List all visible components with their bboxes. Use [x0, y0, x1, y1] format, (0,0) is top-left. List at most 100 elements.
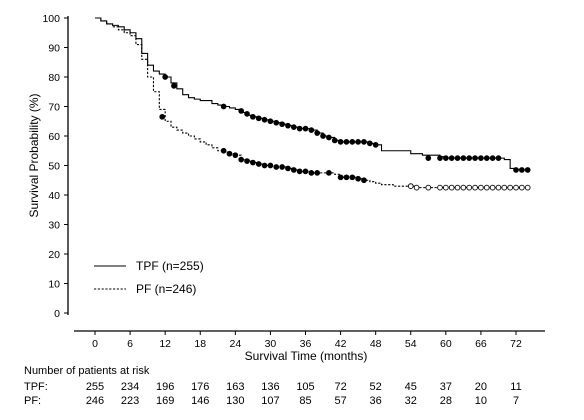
- tpf-censor-mark: [290, 124, 297, 131]
- pf-censor-mark: [290, 167, 297, 173]
- pf-censor-mark: [302, 168, 309, 175]
- tpf-censor-mark: [425, 155, 432, 161]
- risk-table-title: Number of patients at risk: [24, 365, 150, 377]
- tpf-censor-mark: [442, 155, 449, 161]
- tpf-curve: [95, 17, 528, 171]
- tpf-censor-mark: [478, 155, 484, 161]
- risk-cell: 11: [510, 381, 521, 393]
- x-tick-label: 60: [440, 338, 452, 350]
- risk-cell: 72: [334, 381, 346, 393]
- y-axis-title: Survival Probability (%): [27, 93, 41, 217]
- pf-censor-mark: [159, 113, 166, 120]
- risk-cell: 28: [440, 395, 452, 407]
- y-tick-label: 50: [48, 160, 60, 172]
- pf-censor-mark: [361, 177, 367, 184]
- axes: 0 10 20 30 40 50 60 70 80 90 100 0 6 12 18 24 30 36 42 48 54…: [27, 13, 545, 363]
- pf-censor-mark: [524, 184, 531, 191]
- risk-cell: 163: [226, 381, 244, 393]
- x-tick-label: 24: [229, 338, 241, 350]
- pf-censor-mark: [343, 174, 350, 181]
- pf-censor-mark: [273, 164, 280, 170]
- tpf-censor-mark: [448, 155, 455, 161]
- pf-censor-mark: [460, 184, 467, 191]
- tpf-censor-mark: [308, 127, 315, 133]
- risk-cell: 246: [86, 395, 104, 407]
- tpf-censor-mark: [331, 137, 338, 144]
- pf-censor-mark: [261, 162, 268, 169]
- risk-cell: 52: [370, 381, 382, 393]
- pf-censor-mark: [267, 162, 274, 169]
- y-tick-label: 20: [48, 249, 60, 261]
- risk-table: Number of patients at risk TPF: 255 234 196 1…: [24, 365, 522, 407]
- pf-censor-mark: [442, 184, 449, 191]
- y-tick-label: 60: [48, 131, 60, 143]
- pf-censor-mark: [478, 184, 484, 191]
- risk-cell: 255: [86, 381, 104, 393]
- x-tick-label: 54: [405, 338, 417, 350]
- tpf-censor-mark: [162, 74, 169, 80]
- tpf-censor-mark: [250, 113, 256, 120]
- y-tick-label: 100: [42, 13, 60, 25]
- tpf-censor-mark: [483, 155, 490, 161]
- tpf-censor-mark: [296, 125, 303, 132]
- tpf-legend-label: TPF (n=255): [136, 259, 204, 273]
- risk-cell: 107: [261, 395, 279, 407]
- risk-cell: 36: [370, 395, 382, 407]
- pf-censor-mark: [279, 164, 285, 170]
- legend: TPF (n=255) PF (n=246): [94, 259, 204, 296]
- tpf-censor-mark: [302, 125, 309, 132]
- tpf-censor-mark: [285, 122, 291, 129]
- x-tick-label: 12: [159, 338, 171, 350]
- tpf-censor-mark: [460, 155, 467, 161]
- tpf-censor-mark: [343, 139, 350, 145]
- tpf-censor-mark: [349, 139, 356, 145]
- risk-cell: 223: [121, 395, 139, 407]
- tpf-censor-mark: [238, 108, 245, 114]
- risk-cell: 146: [191, 395, 209, 407]
- x-tick-label: 36: [300, 338, 312, 350]
- tpf-censor-mark: [171, 82, 177, 89]
- tpf-censor-mark: [314, 130, 321, 136]
- pf-censor-mark: [355, 175, 361, 182]
- risk-cell: 57: [334, 395, 346, 407]
- series-layer: [95, 17, 531, 191]
- pf-legend-label: PF (n=246): [136, 282, 196, 296]
- risk-cell: 7: [513, 395, 519, 407]
- x-tick-label: 48: [370, 338, 382, 350]
- tpf-censor-mark: [255, 115, 262, 122]
- pf-censor-mark: [454, 184, 461, 191]
- tpf-censor-mark: [220, 103, 227, 110]
- risk-cell: 136: [261, 381, 279, 393]
- tpf-censor-mark: [495, 155, 502, 161]
- pf-censor-mark: [337, 174, 344, 181]
- tpf-censor-mark: [273, 119, 280, 126]
- pf-censor-mark: [349, 174, 356, 181]
- pf-censor-mark: [250, 159, 256, 166]
- pf-censor-mark: [413, 184, 420, 191]
- y-tick-label: 10: [48, 278, 60, 290]
- x-tick-label: 66: [475, 338, 487, 350]
- tpf-censor-mark: [524, 167, 531, 173]
- pf-censor-mark: [232, 152, 239, 159]
- risk-cell: 20: [475, 381, 487, 393]
- pf-curve: [95, 17, 528, 189]
- pf-censor-mark: [507, 184, 514, 191]
- tpf-censor-mark: [372, 142, 379, 148]
- pf-censor-mark: [407, 183, 414, 190]
- tpf-censor-mark: [261, 116, 268, 123]
- pf-censor-mark: [483, 184, 490, 191]
- tpf-censor-mark: [355, 139, 361, 145]
- pf-censor-mark: [466, 184, 473, 191]
- tpf-censor-mark: [337, 139, 344, 145]
- risk-row-label: PF:: [24, 395, 41, 407]
- pf-censor-mark: [448, 184, 455, 191]
- pf-censor-mark: [513, 184, 519, 191]
- y-tick-label: 30: [48, 219, 60, 231]
- pf-censor-mark: [437, 184, 443, 191]
- tpf-censor-mark: [279, 121, 285, 128]
- risk-row-label: TPF:: [24, 381, 48, 393]
- pf-censor-mark: [425, 184, 432, 191]
- risk-cell: 234: [121, 381, 139, 393]
- pf-censor-mark: [296, 168, 303, 175]
